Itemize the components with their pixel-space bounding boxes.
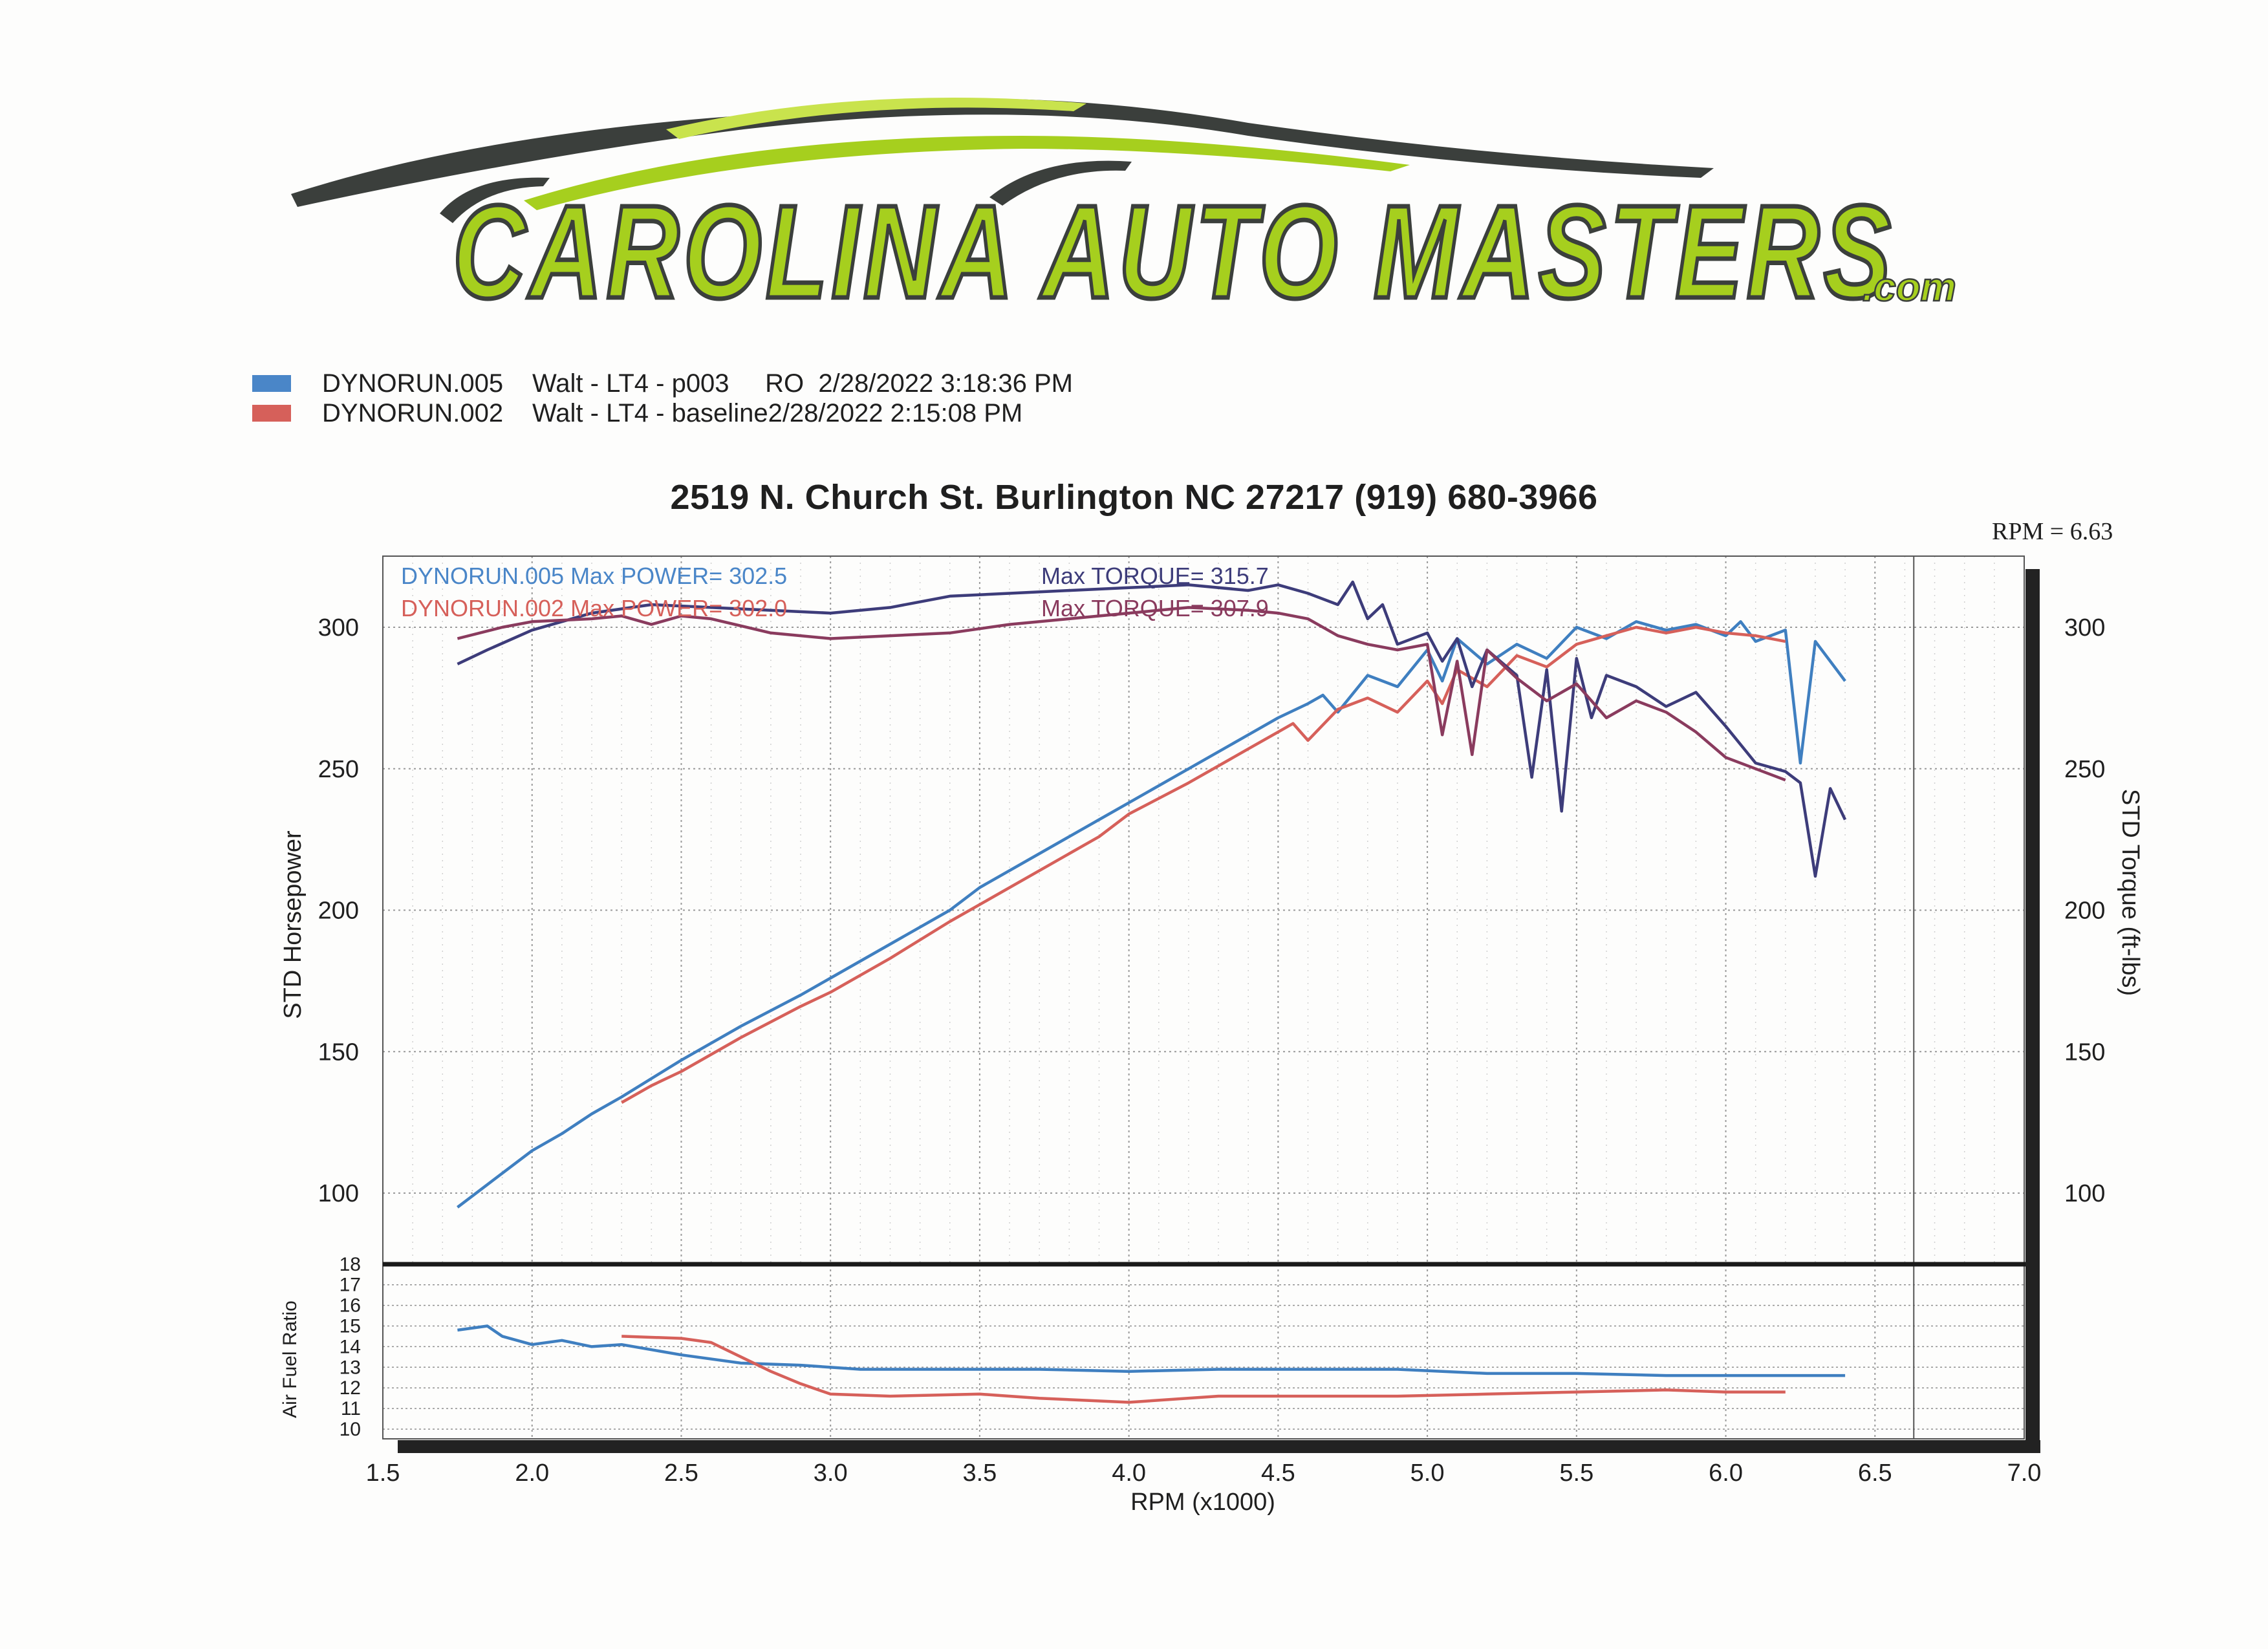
series-power-dynorun-002 xyxy=(621,625,1786,1104)
max-annotation: DYNORUN.005 Max POWER= 302.5 xyxy=(401,563,787,589)
x-tick-label: 4.5 xyxy=(1261,1460,1295,1487)
address-heading: 2519 N. Church St. Burlington NC 27217 (… xyxy=(670,478,1598,517)
afr-tick-label: 14 xyxy=(340,1336,361,1357)
chart-labels: 1.5 2.0 2.5 3.0 3.5 4.0 4.5 5.0 5.5 6.0 6.5 7.0 100 1… xyxy=(279,563,2144,1516)
afr-series-dynorun-002 xyxy=(621,1335,1786,1404)
legend: DYNORUN.005 Walt - LT4 - p003 RO 2/28/20… xyxy=(252,369,1073,428)
y-tick-label-right: 300 xyxy=(2064,614,2105,641)
series-torque-dynorun-005 xyxy=(457,580,1847,878)
afr-tick-label: 12 xyxy=(340,1377,361,1399)
x-tick-label: 4.0 xyxy=(1112,1460,1146,1487)
legend-run-label: DYNORUN.002 xyxy=(322,399,504,427)
x-axis-title: RPM (x1000) xyxy=(1130,1489,1275,1516)
x-tick-label: 5.0 xyxy=(1410,1460,1445,1487)
legend-entry: DYNORUN.005 Walt - LT4 - p003 RO 2/28/20… xyxy=(252,369,1073,398)
frame-shadow-right xyxy=(2025,569,2040,1445)
afr-grid xyxy=(383,1264,2024,1439)
x-tick-label: 2.0 xyxy=(515,1460,549,1487)
x-tick-label: 7.0 xyxy=(2007,1460,2042,1487)
x-tick-label: 6.5 xyxy=(1858,1460,1892,1487)
y-tick-label-left: 300 xyxy=(318,614,359,641)
afr-tick-label: 16 xyxy=(340,1295,361,1317)
afr-tick-label: 11 xyxy=(341,1398,361,1419)
y-axis-title-right: STD Torque (ft-lbs) xyxy=(2117,789,2144,996)
logo-text: CAROLINA AUTO MASTERS xyxy=(453,178,1895,326)
logo-graphic: CAROLINA AUTO MASTERS .com xyxy=(291,98,1957,329)
legend-run-label: DYNORUN.005 xyxy=(322,369,504,398)
x-tick-label: 2.5 xyxy=(664,1460,698,1487)
afr-plot-frame xyxy=(382,1264,2025,1439)
logo: CAROLINA AUTO MASTERS .com xyxy=(278,39,2024,336)
afr-tick-label: 15 xyxy=(340,1316,361,1337)
frame-shadow-bottom xyxy=(398,1440,2040,1453)
logo-suffix: .com xyxy=(1863,265,1956,310)
afr-series-layer xyxy=(457,1324,1846,1404)
afr-tick-label: 10 xyxy=(340,1419,361,1440)
afr-axis-title: Air Fuel Ratio xyxy=(279,1300,301,1418)
max-annotation: Max TORQUE= 307.9 xyxy=(1041,595,1269,621)
x-tick-label: 1.5 xyxy=(366,1460,400,1487)
afr-tick-label: 13 xyxy=(340,1357,361,1378)
legend-swatch-red xyxy=(252,405,291,422)
y-axis-title-left: STD Horsepower xyxy=(279,830,307,1019)
max-annotation: Max TORQUE= 315.7 xyxy=(1041,563,1269,589)
y-tick-label-right: 200 xyxy=(2064,898,2105,925)
legend-description: Walt - LT4 - baseline2/28/2022 2:15:08 P… xyxy=(532,399,1023,427)
y-tick-label-left: 150 xyxy=(318,1039,359,1066)
legend-entry: DYNORUN.002 Walt - LT4 - baseline2/28/20… xyxy=(252,398,1073,428)
main-plot-frame xyxy=(382,555,2025,1265)
y-tick-label-left: 250 xyxy=(318,756,359,783)
chart-frames xyxy=(382,555,2040,1453)
main-grid xyxy=(383,556,2024,1264)
y-tick-label-right: 100 xyxy=(2064,1180,2105,1207)
series-power-dynorun-005 xyxy=(457,620,1846,1209)
legend-description: Walt - LT4 - p003 RO 2/28/2022 3:18:36 P… xyxy=(532,369,1073,398)
x-tick-label: 3.5 xyxy=(962,1460,997,1487)
afr-tick-label: 17 xyxy=(340,1275,361,1296)
afr-series-dynorun-005 xyxy=(457,1324,1846,1377)
max-annotation: DYNORUN.002 Max POWER= 302.0 xyxy=(401,595,787,621)
legend-swatch-blue xyxy=(252,375,291,392)
x-tick-label: 3.0 xyxy=(814,1460,848,1487)
y-tick-label-left: 200 xyxy=(318,898,359,925)
x-tick-label: 6.0 xyxy=(1709,1460,1743,1487)
series-torque-dynorun-002 xyxy=(457,606,1786,782)
series-layer xyxy=(457,580,1847,1209)
y-tick-label-left: 100 xyxy=(318,1180,359,1207)
y-tick-label-right: 150 xyxy=(2064,1039,2105,1066)
x-tick-label: 5.5 xyxy=(1559,1460,1593,1487)
rpm-readout: RPM = 6.63 xyxy=(1992,518,2113,545)
afr-tick-label: 18 xyxy=(340,1254,361,1275)
y-tick-label-right: 250 xyxy=(2064,756,2105,783)
